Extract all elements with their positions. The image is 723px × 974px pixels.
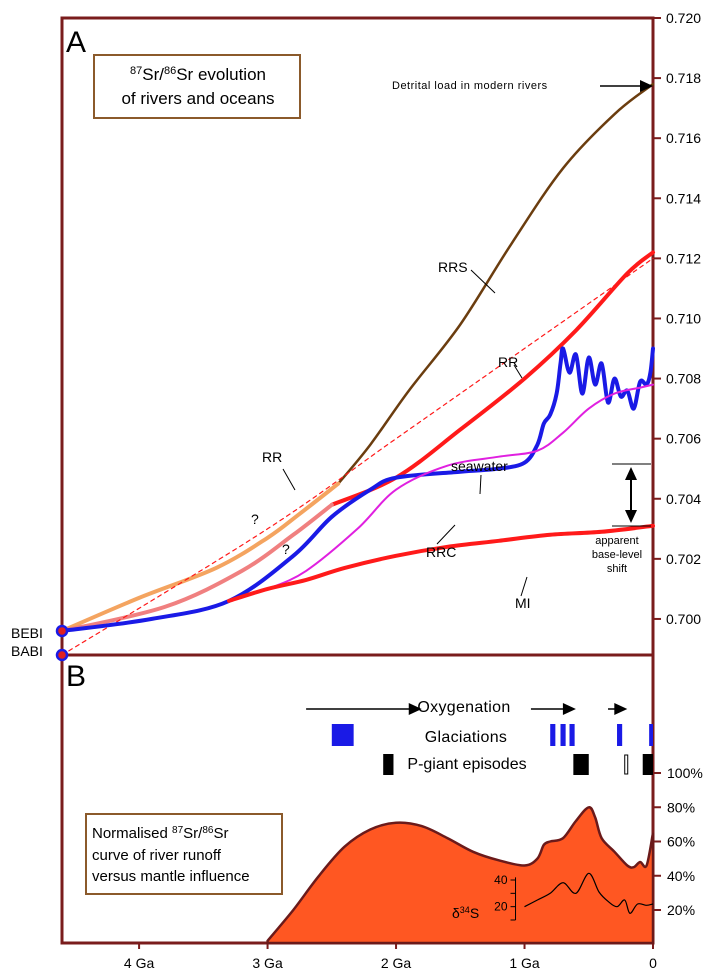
y-tick-label-b: 20% xyxy=(667,902,695,918)
y-tick-label-a: 0.702 xyxy=(666,551,701,567)
label-rr-upper: RR xyxy=(498,354,518,370)
y-axis-a: 0.720 0.718 0.716 0.714 0.712 0.710 0.708 0.706… xyxy=(653,10,701,627)
y-tick-label-a: 0.708 xyxy=(666,371,701,387)
x-tick-label: 1 Ga xyxy=(509,955,540,971)
bebi-marker xyxy=(55,624,69,638)
pgiant-bar xyxy=(573,754,589,775)
leader-rr-upper xyxy=(513,364,523,379)
d34s-tick-label: 20 xyxy=(494,900,508,914)
label-rr-dashed: RR xyxy=(262,449,282,465)
shift-arrowhead-up xyxy=(625,467,637,480)
glaciation-bar xyxy=(649,724,653,746)
title-box-a xyxy=(93,54,301,119)
glaciations-label: Glaciations xyxy=(425,729,507,746)
d34s-tick-label: 40 xyxy=(494,873,508,887)
panel-a-letter: A xyxy=(66,26,86,59)
glaciation-bar xyxy=(550,724,556,746)
pgiant-bar xyxy=(642,754,653,775)
leader-mi xyxy=(520,576,528,597)
oxygenation-arrowhead xyxy=(408,703,422,715)
y-tick-label-a: 0.720 xyxy=(666,10,701,26)
oxygenation-label: Oxygenation xyxy=(417,699,510,716)
shift-label-1: apparent xyxy=(595,535,638,547)
series-line-rrc-6 xyxy=(228,383,654,602)
detrital-label: Detrital load in modern rivers xyxy=(392,80,548,92)
leader-rr-dashed xyxy=(282,468,296,491)
label-babi: BABI xyxy=(11,643,43,659)
series-line-rrs-early-1 xyxy=(60,481,341,633)
pgiant-open-bar xyxy=(624,754,629,775)
d34s-line xyxy=(524,872,654,914)
x-tick-label: 0 xyxy=(649,955,657,971)
y-tick-label-a: 0.718 xyxy=(666,70,701,86)
y-tick-label-a: 0.714 xyxy=(666,190,701,206)
leader-seawater xyxy=(479,474,482,495)
oxygenation-arrowhead xyxy=(562,703,576,715)
glaciation-bar xyxy=(560,724,566,746)
leader-rrs xyxy=(470,269,496,294)
series-line-rr-early-3 xyxy=(60,502,334,633)
title-a-line1: 87Sr/86Sr evolution xyxy=(130,65,266,84)
shift-label-2: base-level xyxy=(592,549,642,561)
x-tick-label: 4 Ga xyxy=(124,955,155,971)
d34s-label: δ34S xyxy=(452,905,479,921)
pgiant-label: P-giant episodes xyxy=(407,756,526,773)
x-tick-label: 3 Ga xyxy=(252,955,283,971)
label-rrs: RRS xyxy=(438,259,468,275)
label-seawater: seawater xyxy=(451,458,508,474)
glaciation-bar xyxy=(569,724,575,746)
series-line-mi-7 xyxy=(227,523,655,603)
shift-label-3: shift xyxy=(607,563,627,575)
y-tick-label-b: 100% xyxy=(667,765,703,781)
y-tick-label-a: 0.710 xyxy=(666,310,701,326)
label-bebi: BEBI xyxy=(11,625,43,641)
title-b-line1: Normalised 87Sr/86Sr xyxy=(92,825,228,843)
pgiant-bar xyxy=(383,754,394,775)
panel-b-letter: B xyxy=(66,660,86,693)
y-axis-b: 100% 80% 60% 40% 20% xyxy=(653,765,703,918)
x-axis: 4 Ga 3 Ga 2 Ga 1 Ga 0 xyxy=(124,943,657,971)
series-line-rr-4 xyxy=(61,257,654,656)
oxygenation-arrowhead xyxy=(614,703,628,715)
title-a-line2: of rivers and oceans xyxy=(121,89,274,108)
detrital-arrowhead xyxy=(640,80,653,92)
babi-marker xyxy=(55,648,69,662)
events-group-b xyxy=(306,703,653,775)
x-tick-label: 2 Ga xyxy=(381,955,412,971)
y-tick-label-b: 80% xyxy=(667,799,695,815)
series-line-seawater-5 xyxy=(60,346,655,633)
glaciation-bar xyxy=(617,724,623,746)
question-mark-2: ? xyxy=(282,541,290,557)
question-mark-1: ? xyxy=(251,511,259,527)
y-tick-label-b: 40% xyxy=(667,868,695,884)
d34s-inset: 40 20 xyxy=(494,872,654,921)
title-b-line2: curve of river runoff xyxy=(92,847,222,864)
series-line-rrs-0 xyxy=(336,82,655,485)
label-rrc: RRC xyxy=(426,544,456,560)
title-b-line3: versus mantle influence xyxy=(92,868,250,885)
leader-rrc xyxy=(436,524,456,545)
y-tick-label-b: 60% xyxy=(667,834,695,850)
glaciation-bar xyxy=(331,724,354,746)
label-mi: MI xyxy=(515,595,531,611)
runoff-area xyxy=(266,806,655,945)
y-tick-label-a: 0.704 xyxy=(666,491,701,507)
shift-arrowhead-down xyxy=(625,510,637,523)
title-box-b xyxy=(85,813,283,895)
y-tick-label-a: 0.712 xyxy=(666,250,701,266)
y-tick-label-a: 0.706 xyxy=(666,431,701,447)
y-tick-label-a: 0.700 xyxy=(666,611,701,627)
series-group-a xyxy=(60,82,655,656)
y-tick-label-a: 0.716 xyxy=(666,130,701,146)
